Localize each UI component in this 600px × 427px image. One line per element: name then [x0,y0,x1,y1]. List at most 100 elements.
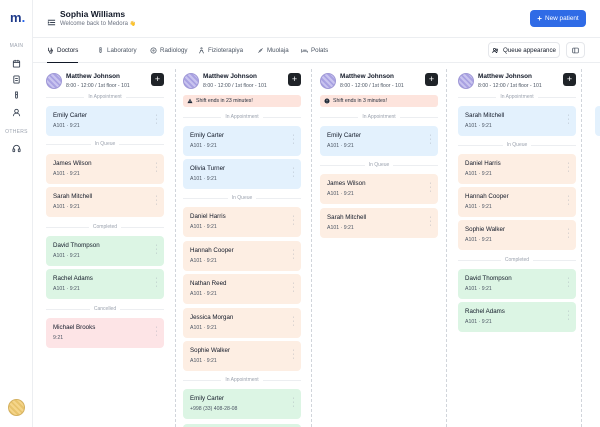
test-tube-icon [99,47,102,53]
layout-toggle-button[interactable] [566,42,585,58]
doctor-avatar [46,73,62,89]
document-icon[interactable] [11,74,22,85]
patient-name: David Thompson [465,275,512,282]
more-vertical-icon[interactable]: · · · [155,275,158,290]
doctor-header: Matthew Johnson 8:00 - 12:00 / 1st floor… [183,70,301,92]
patient-card[interactable]: Daniel Harris A101 · 9:21 · · · [458,154,576,184]
tab-laboratory[interactable]: Laboratory [97,38,137,63]
new-patient-button[interactable]: + New patient [530,10,586,27]
section-label: In Queue [46,140,164,148]
doctor-schedule: 8:00 - 12:00 / 1st floor - 101 [340,83,404,89]
patient-card[interactable]: Emily Carter +998 (33) 408-28-08 · · · [183,389,301,419]
user-icon[interactable] [11,107,22,118]
more-vertical-icon[interactable]: · · · [567,226,570,241]
more-vertical-icon[interactable]: · · · [567,160,570,175]
more-vertical-icon[interactable]: · · · [292,314,295,329]
patient-card[interactable]: Sarah Mitchell A101 · 9:21 · · · [458,106,576,136]
patient-card[interactable]: Hannah Cooper A101 · 9:21 · · · [183,241,301,271]
patient-card[interactable]: Hannah Cooper A101 · 9:21 · · · [458,187,576,217]
alert-text: Shift ends in 23 minutes! [196,98,253,104]
tab-fizioterapiya[interactable]: Fizioterapiya [198,38,243,63]
patient-name: James Wilson [327,180,366,187]
calendar-icon[interactable] [11,58,22,69]
patient-card[interactable]: Olivia Turner A101 · 9:21 · · · [183,159,301,189]
more-vertical-icon[interactable]: · · · [155,193,158,208]
more-vertical-icon[interactable]: · · · [155,112,158,127]
patient-info: A101 · 9:21 [465,286,492,292]
patient-card[interactable]: Nathan Reed A101 · 9:21 · · · [183,274,301,304]
more-vertical-icon[interactable]: · · · [567,308,570,323]
more-vertical-icon[interactable]: · · · [155,324,158,339]
patient-card[interactable]: James Wilson A101 · 9:21 · · · [46,154,164,184]
more-vertical-icon[interactable]: · · · [429,214,432,229]
more-vertical-icon[interactable]: · · · [292,213,295,228]
stethoscope-icon [48,47,53,54]
more-vertical-icon[interactable]: · · · [155,242,158,257]
more-vertical-icon[interactable]: · · · [567,112,570,127]
doctor-name: Matthew Johnson [66,73,120,80]
more-vertical-icon[interactable]: · · · [292,247,295,262]
patient-card[interactable]: Michael Brooks 9:21 · · · [46,318,164,348]
alert-circle-icon [324,98,330,104]
patient-name: Hannah Cooper [190,247,234,254]
sidebar-section-others: OTHERS [5,129,28,135]
section-label: In Appointment [458,93,576,101]
more-vertical-icon[interactable]: · · · [429,132,432,147]
patient-card[interactable]: James Wilson A101 · 9:21 · · · [320,174,438,204]
patient-card-partial[interactable] [183,424,301,427]
tab-label: Doctors [57,46,79,54]
patient-info: A101 · 9:21 [327,225,354,231]
add-patient-button[interactable]: + [151,73,164,86]
more-vertical-icon[interactable]: · · · [292,347,295,362]
patient-card[interactable]: Sarah Mitchell A101 · 9:21 · · · [320,208,438,238]
patient-info: A101 · 9:21 [327,143,354,149]
app-logo[interactable]: m. [10,10,26,25]
doctor-avatar [183,73,199,89]
more-vertical-icon[interactable]: · · · [292,132,295,147]
physio-icon [199,47,204,54]
add-patient-button[interactable]: + [563,73,576,86]
doctor-name: Matthew Johnson [478,73,532,80]
patient-card[interactable]: Jessica Morgan A101 · 9:21 · · · [183,308,301,338]
more-vertical-icon[interactable]: · · · [567,193,570,208]
tab-label: Fizioterapiya [208,47,244,54]
warning-triangle-icon [187,98,193,104]
patient-card[interactable]: Rachel Adams A101 · 9:21 · · · [46,269,164,299]
patient-card[interactable]: David Thompson A101 · 9:21 · · · [458,269,576,299]
doctor-column: Matthew Johnson 8:00 - 12:00 / 1st floor… [46,70,164,348]
patient-card[interactable]: David Thompson A101 · 9:21 · · · [46,236,164,266]
patient-card[interactable]: Emily Carter A101 · 9:21 · · · [46,106,164,136]
more-vertical-icon[interactable]: · · · [292,280,295,295]
user-avatar[interactable] [8,399,25,416]
new-patient-label: New patient [544,15,579,22]
add-patient-button[interactable]: + [288,73,301,86]
menu-collapse-icon[interactable] [47,14,56,26]
more-vertical-icon[interactable]: · · · [429,180,432,195]
patient-card[interactable]: Sophie Walker A101 · 9:21 · · · [183,341,301,371]
patient-card[interactable]: Emily Carter A101 · 9:21 · · · [183,126,301,156]
queue-appearance-button[interactable]: Queue appearance [488,42,560,58]
bed-icon [301,49,308,53]
patient-card[interactable]: Sarah Mitchell A101 · 9:21 · · · [46,187,164,217]
more-vertical-icon[interactable]: · · · [292,165,295,180]
patient-name: Sarah Mitchell [327,214,367,221]
add-patient-button[interactable]: + [425,73,438,86]
more-vertical-icon[interactable]: · · · [567,275,570,290]
patient-card[interactable]: Rachel Adams A101 · 9:21 · · · [458,302,576,332]
tab-polats[interactable]: Polats [301,38,328,63]
tab-doctors[interactable]: Doctors [47,38,79,63]
more-vertical-icon[interactable]: · · · [292,395,295,410]
patient-info: A101 · 9:21 [53,253,80,259]
patient-card[interactable]: Daniel Harris A101 · 9:21 · · · [183,207,301,237]
patient-card[interactable]: Emily Carter A101 · 9:21 · · · [320,126,438,156]
tab-radiology[interactable]: Radiology [150,38,188,63]
patient-card[interactable]: Sophie Walker A101 · 9:21 · · · [458,220,576,250]
headset-icon[interactable] [11,143,22,154]
patient-card-partial[interactable] [595,106,600,136]
patient-name: Michael Brooks [53,324,96,331]
more-vertical-icon[interactable]: · · · [155,160,158,175]
patient-name: James Wilson [53,160,92,167]
tab-muolaja[interactable]: Muolaja [257,38,289,63]
patient-name: Emily Carter [190,395,225,402]
test-tube-icon[interactable] [11,90,22,101]
